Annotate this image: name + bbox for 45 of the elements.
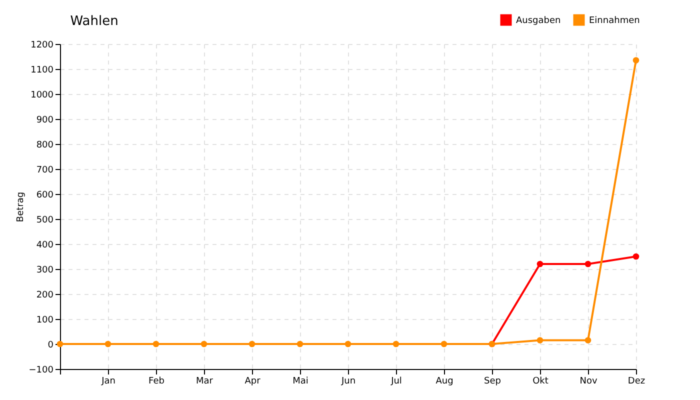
chart-title: Wahlen xyxy=(70,14,118,29)
y-tick-label: 0 xyxy=(48,340,54,350)
x-tick-label: Jul xyxy=(390,376,402,386)
x-tick-label: Mar xyxy=(196,376,214,386)
x-tick-label: Mai xyxy=(292,376,308,386)
x-tick-label: Apr xyxy=(244,376,261,386)
legend-label: Einnahmen xyxy=(589,16,640,26)
y-tick-label: 1000 xyxy=(30,90,54,100)
y-tick-label: 500 xyxy=(36,216,54,226)
point xyxy=(536,337,544,344)
point xyxy=(632,253,640,260)
point xyxy=(296,340,304,348)
y-tick-label: 1200 xyxy=(30,40,54,50)
y-tick-label: 400 xyxy=(36,240,54,250)
y-tick-label: 700 xyxy=(36,166,54,176)
y-tick-label: 1100 xyxy=(30,66,54,76)
y-tick-label: 800 xyxy=(36,140,54,150)
x-tick-label: Okt xyxy=(532,376,549,386)
point xyxy=(536,260,544,268)
point xyxy=(56,340,64,348)
y-tick-label: −100 xyxy=(28,366,54,376)
legend-label: Ausgaben xyxy=(516,16,561,26)
point xyxy=(584,260,592,268)
point xyxy=(344,340,352,348)
x-tick-label: Jan xyxy=(100,376,116,386)
x-tick-label: Aug xyxy=(436,376,454,386)
y-tick-label: 300 xyxy=(36,266,54,276)
x-tick-label: Dez xyxy=(628,376,646,386)
point xyxy=(152,340,160,348)
x-tick-label: Feb xyxy=(148,376,165,386)
point xyxy=(632,57,640,64)
x-tick-label: Jun xyxy=(340,376,356,386)
y-tick-label: 200 xyxy=(36,290,54,300)
point xyxy=(392,340,400,348)
point xyxy=(200,340,208,348)
point xyxy=(104,340,112,348)
x-tick-label: Nov xyxy=(580,376,598,386)
y-tick-label: 900 xyxy=(36,116,54,126)
point xyxy=(440,340,448,348)
point xyxy=(248,340,256,348)
point xyxy=(584,337,592,344)
y-tick-label: 100 xyxy=(36,316,54,326)
x-tick-label: Sep xyxy=(484,376,502,386)
y-axis-title: Betrag xyxy=(16,192,26,222)
y-tick-label: 600 xyxy=(36,190,54,200)
